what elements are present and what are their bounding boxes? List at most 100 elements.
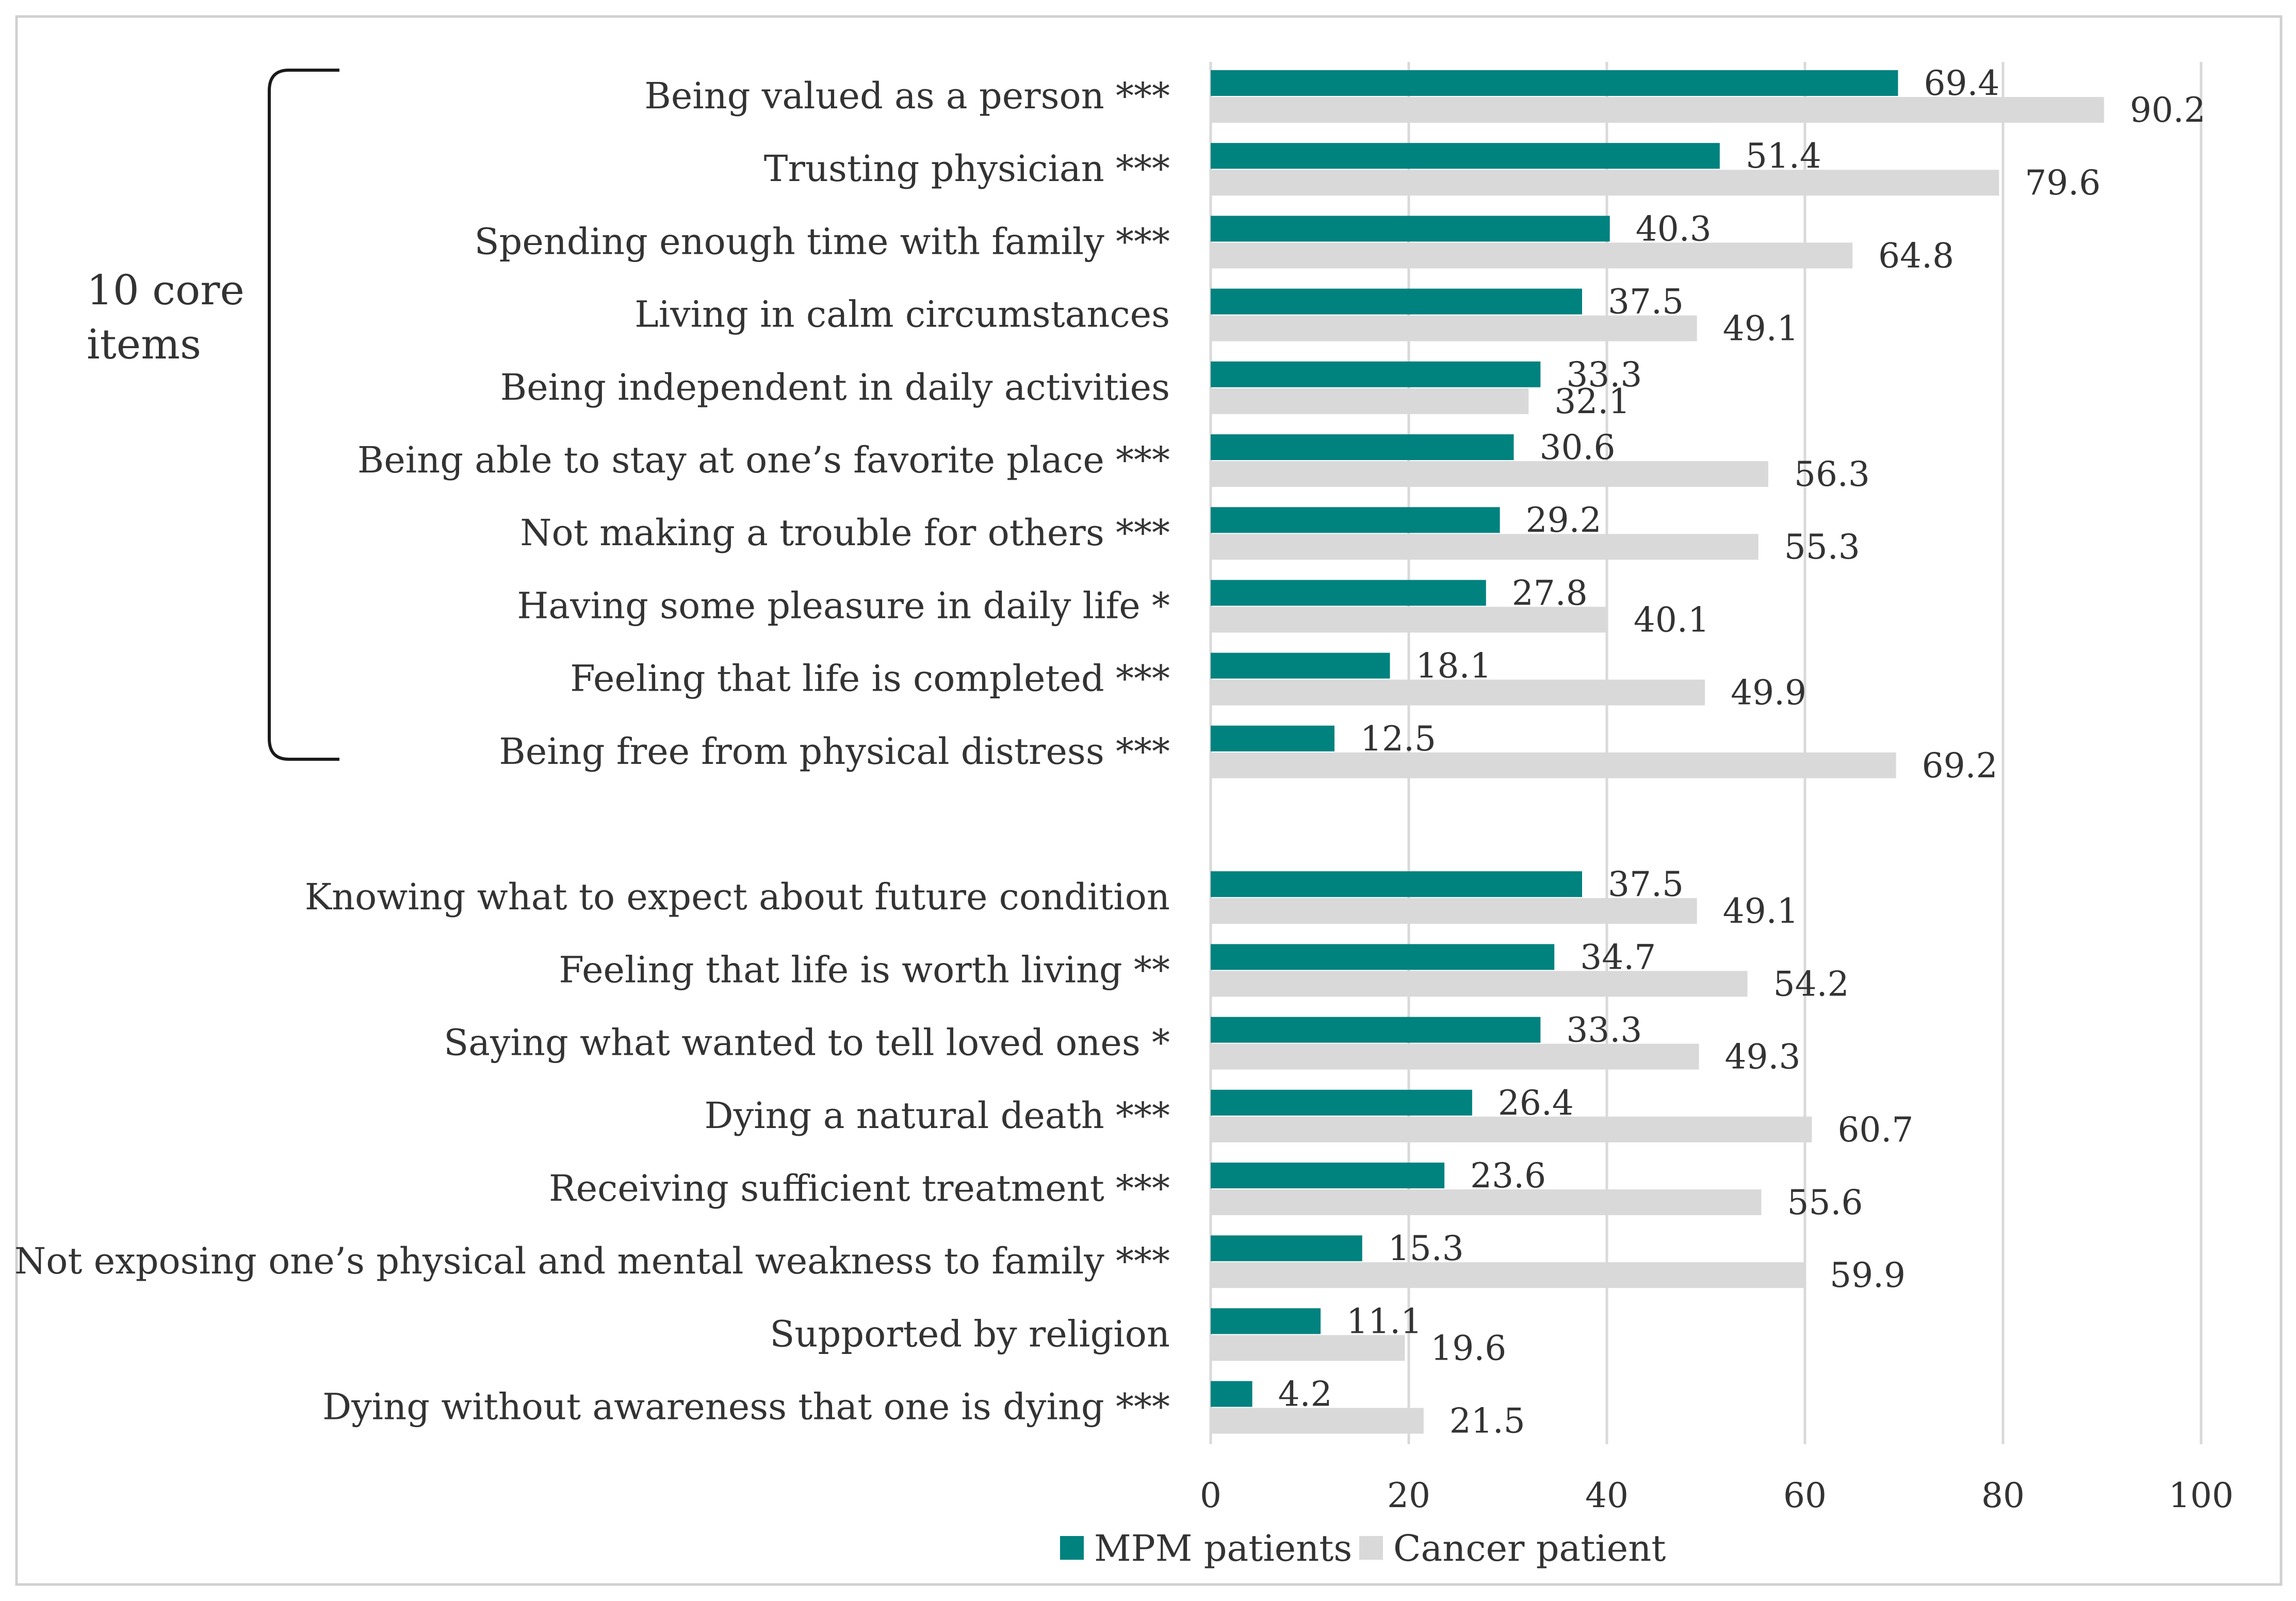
category-label: Being independent in daily activities <box>500 366 1170 409</box>
bar-cancer <box>1211 242 1853 269</box>
bar-mpm <box>1211 1235 1362 1262</box>
bar-mpm <box>1211 507 1500 533</box>
value-label-cancer: 54.2 <box>1773 964 1849 1004</box>
core-items-group: 10 core items <box>87 69 339 761</box>
x-tick-label: 0 <box>1200 1476 1222 1515</box>
x-tick-label: 100 <box>2169 1476 2234 1515</box>
category-label: Being free from physical distress *** <box>499 730 1170 773</box>
value-label-cancer: 59.9 <box>1830 1255 1906 1295</box>
category-label: Feeling that life is worth living ** <box>559 949 1170 991</box>
bar-mpm <box>1211 1089 1472 1116</box>
bar-cancer <box>1211 97 2104 123</box>
value-label-mpm: 23.6 <box>1470 1156 1546 1196</box>
category-label: Being able to stay at one’s favorite pla… <box>357 439 1170 481</box>
value-label-mpm: 40.3 <box>1636 209 1712 249</box>
value-label-mpm: 4.2 <box>1278 1375 1332 1414</box>
bar-cancer <box>1211 898 1697 924</box>
category-label: Dying without awareness that one is dyin… <box>322 1386 1170 1428</box>
x-tick-label: 20 <box>1387 1476 1430 1515</box>
x-tick-label: 80 <box>1981 1476 2025 1515</box>
bar-mpm <box>1211 288 1582 315</box>
bar-mpm <box>1211 1381 1252 1407</box>
bar-cancer <box>1211 607 1608 633</box>
value-label-mpm: 30.6 <box>1540 428 1616 467</box>
category-label: Supported by religion <box>770 1313 1170 1355</box>
category-label: Having some pleasure in daily life * <box>517 584 1170 627</box>
value-label-cancer: 64.8 <box>1878 236 1954 275</box>
bar-mpm <box>1211 434 1514 460</box>
value-label-cancer: 60.7 <box>1837 1110 1913 1150</box>
value-label-mpm: 33.3 <box>1566 355 1642 395</box>
value-label-cancer: 21.5 <box>1450 1401 1525 1441</box>
category-label: Not exposing one’s physical and mental w… <box>14 1240 1170 1282</box>
category-label: Saying what wanted to tell loved ones * <box>444 1022 1170 1064</box>
chart-frame <box>15 15 2283 1586</box>
legend-label-mpm: MPM patients <box>1094 1527 1352 1570</box>
legend-swatch-mpm <box>1060 1536 1084 1560</box>
value-label-mpm: 12.5 <box>1360 719 1436 759</box>
bar-mpm <box>1211 871 1582 897</box>
value-label-mpm: 37.5 <box>1608 282 1684 322</box>
value-label-mpm: 29.2 <box>1526 500 1602 540</box>
bar-cancer <box>1211 971 1748 997</box>
bar-cancer <box>1211 679 1705 706</box>
bar-mpm <box>1211 70 1898 96</box>
bar-cancer <box>1211 1262 1804 1288</box>
bar-cancer <box>1211 388 1529 414</box>
bar-cancer <box>1211 1116 1812 1142</box>
value-label-mpm: 27.8 <box>1512 573 1588 613</box>
value-label-mpm: 33.3 <box>1566 1010 1642 1050</box>
legend-label-cancer: Cancer patient <box>1393 1527 1666 1570</box>
category-label: Feeling that life is completed *** <box>570 658 1170 700</box>
bar-mpm <box>1211 725 1334 752</box>
value-label-mpm: 11.1 <box>1346 1301 1422 1341</box>
bar-mpm <box>1211 1017 1541 1043</box>
category-labels: Being valued as a person *** Trusting phy… <box>14 75 1170 1428</box>
x-tick-label: 60 <box>1783 1476 1827 1515</box>
bar-mpm <box>1211 143 1720 169</box>
bar-mpm <box>1211 652 1390 679</box>
legend: MPM patients Cancer patient <box>1060 1527 1666 1570</box>
value-label-mpm: 15.3 <box>1388 1229 1464 1268</box>
category-label: Spending enough time with family *** <box>475 220 1170 263</box>
category-label: Knowing what to expect about future cond… <box>305 876 1170 918</box>
value-label-mpm: 26.4 <box>1498 1083 1574 1123</box>
bar-cancer <box>1211 315 1697 341</box>
x-tick-label: 40 <box>1585 1476 1629 1515</box>
bar-mpm <box>1211 216 1610 242</box>
category-label: Dying a natural death *** <box>705 1094 1170 1137</box>
bar-cancer <box>1211 534 1758 560</box>
value-label-cancer: 55.3 <box>1784 527 1860 567</box>
value-label-mpm: 34.7 <box>1580 937 1656 977</box>
bar-mpm <box>1211 1163 1445 1188</box>
core-items-label-line1: 10 core <box>87 266 245 314</box>
value-label-mpm: 69.4 <box>1924 63 1999 103</box>
bar-mpm <box>1211 1308 1321 1334</box>
value-label-cancer: 49.1 <box>1723 309 1799 349</box>
bar-cancer <box>1211 1335 1405 1361</box>
value-label-cancer: 79.6 <box>2025 163 2100 203</box>
value-label-cancer: 49.1 <box>1723 891 1799 931</box>
value-label-cancer: 19.6 <box>1430 1328 1506 1368</box>
bar-cancer <box>1211 1043 1699 1070</box>
bar-mpm <box>1211 580 1486 606</box>
core-items-label-line2: items <box>87 320 201 368</box>
bar-mpm <box>1211 361 1541 387</box>
value-label-cancer: 55.6 <box>1787 1183 1863 1222</box>
category-label: Being valued as a person *** <box>644 75 1170 117</box>
value-label-mpm: 37.5 <box>1608 864 1684 904</box>
bar-mpm <box>1211 944 1555 970</box>
value-label-cancer: 90.2 <box>2130 90 2206 130</box>
value-label-mpm: 51.4 <box>1746 136 1821 176</box>
value-label-cancer: 56.3 <box>1794 454 1870 494</box>
category-label: Receiving sufficient treatment *** <box>549 1167 1170 1210</box>
bars <box>1211 70 2104 1434</box>
value-label-cancer: 49.9 <box>1731 673 1806 713</box>
value-label-cancer: 40.1 <box>1634 600 1709 640</box>
x-axis-ticks: 0 20 40 60 80 100 <box>1200 1476 2234 1515</box>
value-label-mpm: 18.1 <box>1416 646 1492 686</box>
value-labels: 69.490.251.479.640.364.837.549.133.332.1… <box>1278 63 2206 1441</box>
value-label-cancer: 32.1 <box>1554 382 1630 421</box>
bar-cancer <box>1211 1189 1762 1215</box>
